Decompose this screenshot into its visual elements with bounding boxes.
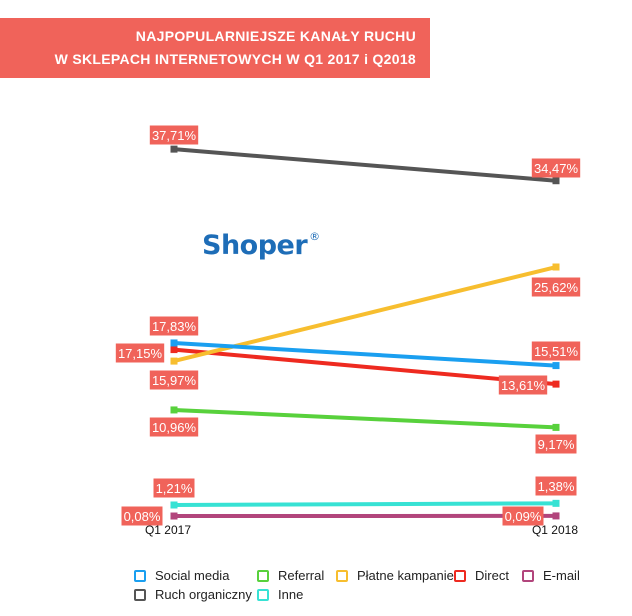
legend-marker-ruch-organiczny [134, 588, 146, 601]
data-point-social-media-2 [552, 362, 560, 370]
data-label-direct-1: 17,15% [118, 346, 163, 361]
legend-label-referral: Referral [278, 568, 325, 583]
legend-item-referral: Referral [257, 568, 324, 583]
data-label-bg-direct-1 [115, 343, 165, 363]
data-label-inne-1: 1,21% [156, 481, 193, 496]
data-label-bg-social-media-2 [531, 341, 581, 361]
series-line-direct [173, 347, 557, 387]
legend-label-inne: Inne [278, 587, 304, 602]
data-label-bg-platne-kampanie-2 [531, 277, 581, 297]
legend-marker-e-mail [522, 569, 534, 582]
data-label-bg-ruch-organiczny-1 [149, 125, 199, 145]
data-label-bg-social-media-1 [149, 316, 199, 336]
data-label-platne-kampanie-2: 25,62% [534, 280, 579, 295]
data-label-referral-2: 9,17% [538, 437, 575, 452]
chart-title: NAJPOPULARNIEJSZE KANAŁY RUCHU [135, 28, 416, 44]
logo-text: Shoper [202, 230, 308, 261]
data-label-bg-platne-kampanie-1 [149, 370, 199, 390]
data-point-ruch-organiczny-1 [170, 145, 178, 153]
data-point-social-media-1 [170, 339, 178, 347]
data-label-e-mail-1: 0,08% [124, 509, 161, 524]
x-tick-label-1: Q1 2017 [145, 523, 191, 537]
registered-mark: ® [309, 230, 320, 243]
data-point-inne-1 [170, 501, 178, 509]
data-label-platne-kampanie-1: 15,97% [152, 373, 197, 388]
data-point-e-mail-2 [552, 512, 560, 520]
legend-label-social-media: Social media [155, 568, 230, 583]
series-line-inne [173, 501, 557, 508]
data-point-direct-2 [552, 380, 560, 388]
data-label-bg-direct-2 [498, 375, 548, 395]
legend-item-social-media: Social media [134, 568, 229, 583]
legend-label-platne-kampanie: Płatne kampanie [357, 568, 454, 583]
data-point-ruch-organiczny-2 [552, 177, 560, 185]
legend-marker-inne [257, 588, 269, 601]
x-tick-label-2: Q1 2018 [532, 523, 578, 537]
data-point-referral-2 [552, 423, 560, 431]
legend-item-platne-kampanie: Płatne kampanie [336, 568, 454, 583]
data-label-inne-2: 1,38% [538, 479, 575, 494]
chart-subtitle: W SKLEPACH INTERNETOWYCH W Q1 2017 i Q20… [54, 51, 416, 67]
series-line-ruch-organiczny [173, 147, 557, 183]
series-line-referral [173, 407, 557, 430]
data-label-ruch-organiczny-1: 37,71% [152, 128, 197, 143]
legend-item-inne: Inne [257, 587, 303, 602]
data-label-referral-1: 10,96% [152, 420, 197, 435]
data-point-referral-1 [170, 406, 178, 414]
legend-marker-platne-kampanie [336, 569, 348, 582]
data-label-bg-inne-1 [153, 478, 195, 498]
data-label-e-mail-2: 0,09% [505, 509, 542, 524]
data-label-bg-e-mail-1 [121, 506, 163, 526]
data-label-social-media-2: 15,51% [534, 344, 579, 359]
data-point-inne-2 [552, 499, 560, 507]
legend-marker-referral [257, 569, 269, 582]
legend-item-direct: Direct [454, 568, 509, 583]
legend-marker-social-media [134, 569, 146, 582]
data-point-e-mail-1 [170, 512, 178, 520]
data-label-bg-e-mail-2 [502, 506, 544, 526]
legend-label-e-mail: E-mail [543, 568, 580, 583]
title-banner: NAJPOPULARNIEJSZE KANAŁY RUCHU W SKLEPAC… [0, 18, 430, 78]
data-point-platne-kampanie-1 [170, 357, 178, 365]
legend-label-ruch-organiczny: Ruch organiczny [155, 587, 252, 602]
data-label-bg-referral-1 [149, 417, 199, 437]
data-point-platne-kampanie-2 [552, 263, 560, 271]
data-label-bg-referral-2 [535, 434, 577, 454]
data-point-direct-1 [170, 346, 178, 354]
legend-label-direct: Direct [475, 568, 509, 583]
data-label-direct-2: 13,61% [501, 378, 546, 393]
legend-item-ruch-organiczny: Ruch organiczny [134, 587, 252, 602]
shoper-logo: Shoper ® [202, 230, 320, 261]
series-line-social-media [173, 340, 557, 368]
data-label-bg-ruch-organiczny-2 [531, 158, 581, 178]
legend-item-e-mail: E-mail [522, 568, 580, 583]
data-label-ruch-organiczny-2: 34,47% [534, 161, 579, 176]
data-label-bg-inne-2 [535, 476, 577, 496]
data-label-social-media-1: 17,83% [152, 319, 197, 334]
legend-marker-direct [454, 569, 466, 582]
